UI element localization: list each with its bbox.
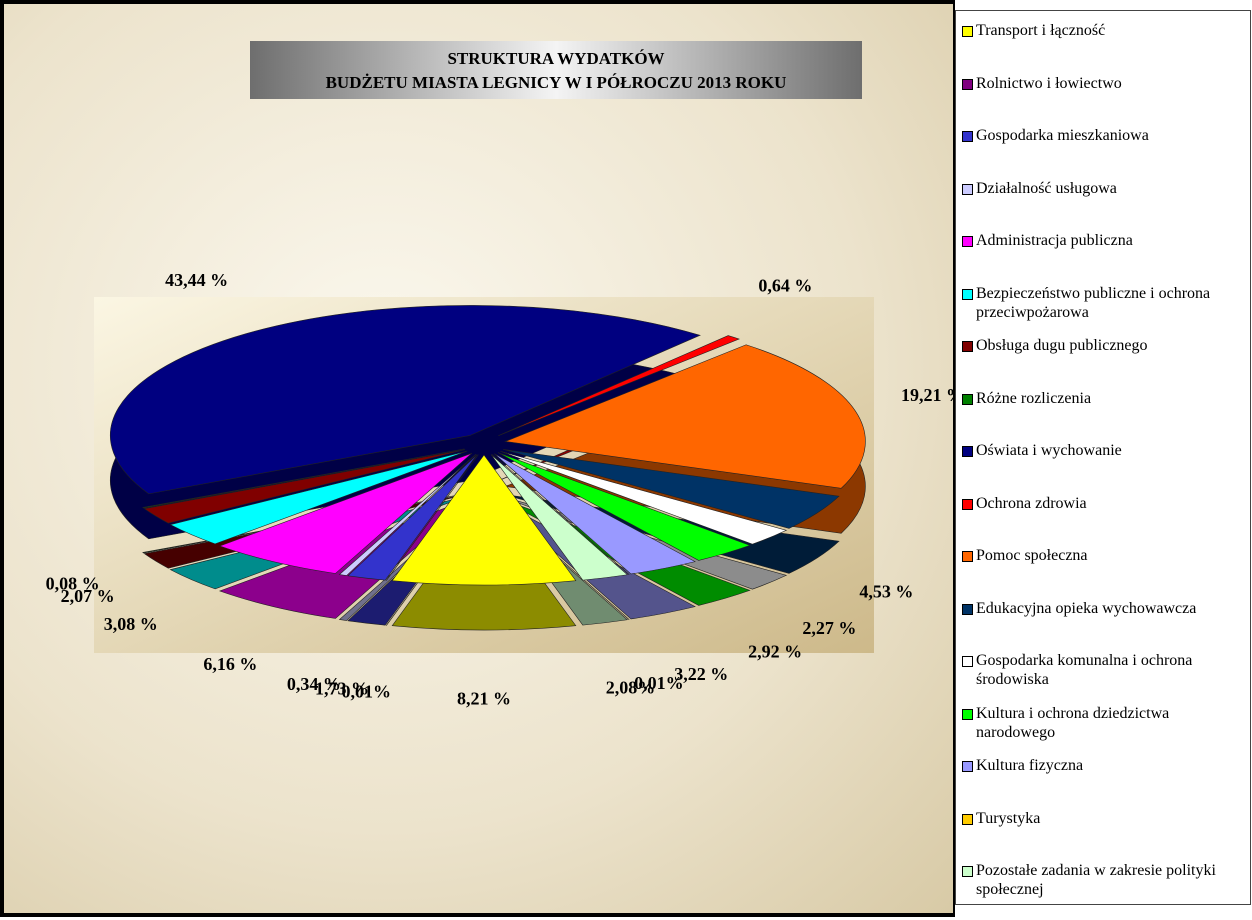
chart-subtitle: BUDŻETU MIASTA LEGNICY W I PÓŁROCZU 2013…	[326, 73, 787, 92]
legend-item: Ochrona zdrowia	[962, 494, 1252, 513]
slice	[385, 454, 479, 581]
legend-item: Różne rozliczenia	[962, 389, 1252, 408]
slice	[338, 453, 477, 576]
legend-swatch	[962, 446, 973, 457]
legend-item: Gospodarka mieszkaniowa	[962, 126, 1252, 145]
legend-item: Rolnictwo i łowiectwo	[962, 74, 1252, 93]
legend-swatch	[962, 341, 973, 352]
plot-area: STRUKTURA WYDATKÓW BUDŻETU MIASTA LEGNIC…	[0, 0, 964, 917]
data-label: 6,16 %	[203, 654, 257, 674]
legend-item: Pomoc społeczna	[962, 546, 1252, 565]
data-label: 2,08%	[606, 678, 656, 698]
data-label: 0,34 %	[287, 674, 341, 694]
data-label: 2,92 %	[748, 642, 802, 662]
legend-label: Ochrona zdrowia	[976, 494, 1087, 512]
legend-swatch	[962, 183, 973, 195]
slice	[504, 344, 866, 489]
legend-swatch	[962, 236, 973, 247]
legend-swatch	[962, 551, 973, 562]
data-label: 0,64 %	[758, 275, 812, 295]
data-label: 2,07 %	[61, 586, 115, 606]
legend-label: Pozostałe zadania w zakresie polityki sp…	[976, 862, 1216, 898]
legend-item: Edukacyjna opieka wychowawcza	[962, 599, 1252, 618]
chart-title: STRUKTURA WYDATKÓW	[447, 49, 664, 68]
legend-swatch	[962, 498, 973, 510]
title-box	[250, 41, 862, 99]
legend-swatch	[962, 131, 973, 142]
legend-label: Pomoc społeczna	[976, 547, 1088, 564]
legend-swatch	[962, 603, 973, 615]
legend-swatch	[962, 393, 973, 405]
legend-item: Obsługa dugu publicznego	[962, 336, 1252, 355]
data-label: 43,44 %	[165, 270, 228, 290]
legend-item: Kultura fizyczna	[962, 756, 1252, 775]
legend-item: Pozostałe zadania w zakresie polityki sp…	[962, 861, 1252, 899]
legend-label: Kultura i ochrona dziedzictwa narodowego	[976, 704, 1170, 741]
data-label: 4,53 %	[859, 581, 913, 601]
legend-label: Transport i łączność	[976, 22, 1106, 39]
legend-label: Gospodarka komunalna i ochrona środowisk…	[976, 652, 1193, 688]
slice	[169, 450, 468, 545]
legend-label: Edukacyjna opieka wychowawcza	[976, 599, 1197, 617]
data-label: 0,01%	[341, 682, 391, 702]
legend-label: Oświata i wychowanie	[976, 442, 1122, 459]
legend-label: Różne rozliczenia	[976, 389, 1092, 407]
legend-label: Turystyka	[976, 809, 1041, 827]
data-label: 19,21 %	[901, 385, 953, 405]
legend-item: Turystyka	[962, 809, 1252, 828]
legend-label: Bezpieczeństwo publiczne i ochrona przec…	[976, 284, 1211, 321]
slice	[110, 305, 701, 495]
legend-item: Działalność usługowa	[962, 179, 1252, 198]
slice	[143, 449, 466, 524]
legend-swatch	[962, 288, 973, 300]
slice	[497, 452, 751, 561]
slice	[490, 454, 629, 581]
slice	[498, 335, 740, 436]
data-label: 0,01%	[634, 673, 684, 693]
legend-swatch	[962, 813, 973, 825]
legend-label: Obsługa dugu publicznego	[976, 337, 1148, 354]
slice	[142, 448, 465, 509]
legend-label: Kultura fizyczna	[976, 757, 1084, 774]
slice	[500, 451, 788, 545]
data-label: 1,73 %	[315, 678, 369, 698]
legend-item: Administracja publiczna	[962, 231, 1252, 250]
legend-swatch	[962, 78, 973, 90]
legend-swatch	[962, 656, 973, 667]
chart: STRUKTURA WYDATKÓW BUDŻETU MIASTA LEGNIC…	[46, 41, 964, 709]
data-label: 3,22 %	[674, 664, 728, 684]
data-label: 0,08 %	[46, 574, 100, 594]
legend-item: Kultura i ochrona dziedzictwa narodowego	[962, 704, 1252, 742]
legend-item: Transport i łączność	[962, 21, 1252, 40]
legend-item: Oświata i wychowanie	[962, 441, 1252, 460]
slice	[494, 453, 696, 575]
legend-swatch	[962, 866, 973, 877]
slice	[347, 454, 478, 581]
slice	[218, 452, 473, 574]
legend-label: Rolnictwo i łowiectwo	[976, 74, 1122, 92]
legend-item: Gospodarka komunalna i ochrona środowisk…	[962, 651, 1252, 689]
legend-label: Administracja publiczna	[976, 232, 1133, 249]
data-label: 3,08 %	[104, 614, 158, 634]
legend-swatch	[962, 708, 973, 720]
data-label: 2,27 %	[802, 618, 856, 638]
slice	[503, 449, 840, 529]
legend-swatch	[962, 761, 973, 772]
legend-swatch	[962, 26, 973, 37]
slice	[492, 453, 630, 575]
data-label: 8,21 %	[457, 689, 511, 709]
legend: Transport i łączność Rolnictwo i łowiectw…	[955, 10, 1251, 905]
legend-label: Działalność usługowa	[976, 179, 1117, 197]
legend-item: Bezpieczeństwo publiczne i ochrona przec…	[962, 284, 1252, 322]
slice	[391, 454, 577, 586]
legend-label: Gospodarka mieszkaniowa	[976, 127, 1149, 144]
